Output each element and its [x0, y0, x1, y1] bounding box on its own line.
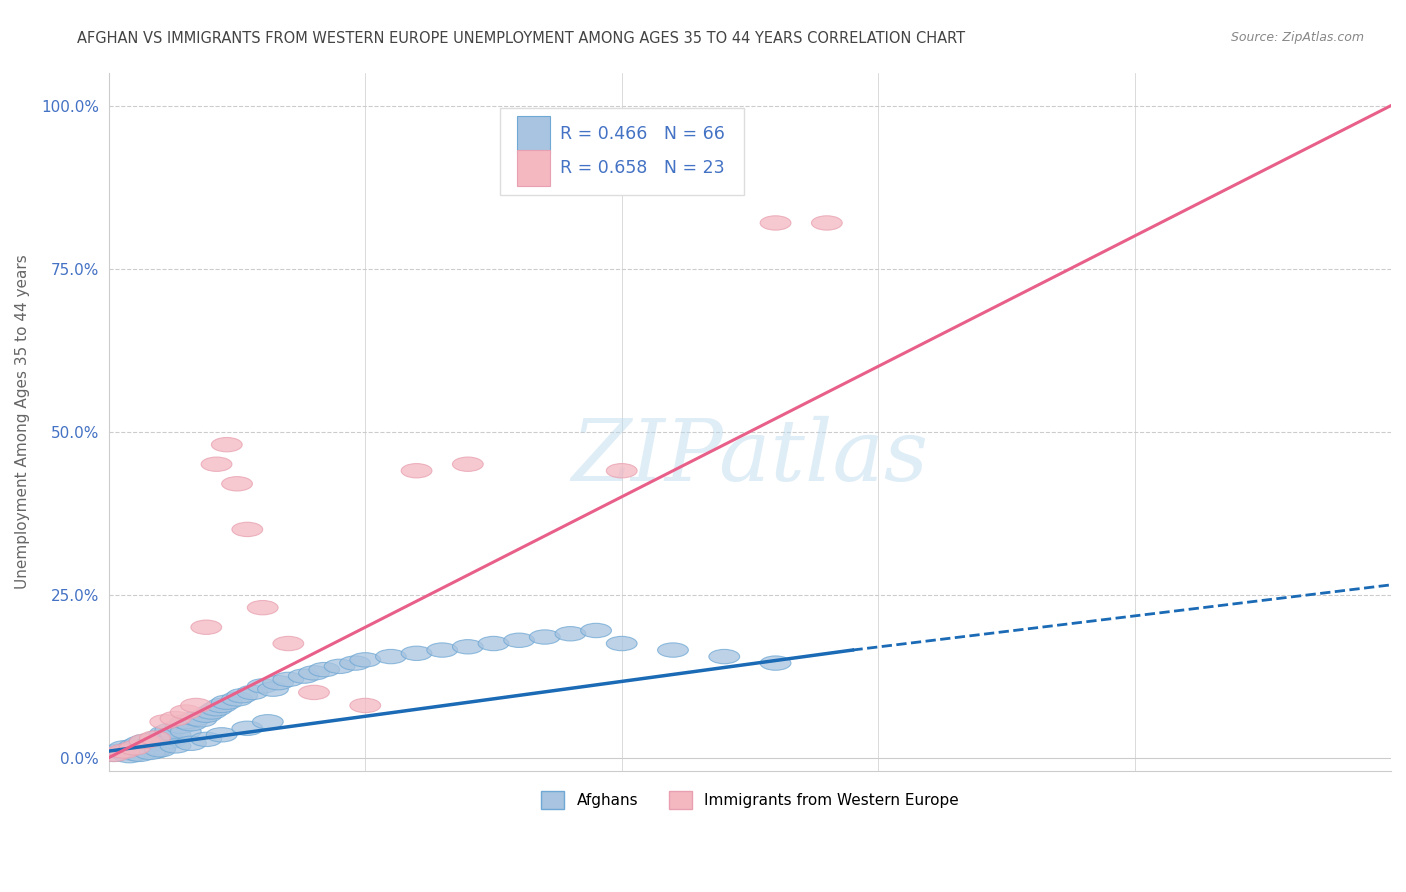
- Ellipse shape: [124, 747, 155, 762]
- Ellipse shape: [201, 457, 232, 471]
- FancyBboxPatch shape: [501, 108, 744, 195]
- Ellipse shape: [401, 464, 432, 478]
- Ellipse shape: [811, 216, 842, 230]
- Ellipse shape: [155, 723, 186, 738]
- Ellipse shape: [160, 739, 191, 753]
- Ellipse shape: [180, 711, 211, 726]
- Ellipse shape: [273, 673, 304, 687]
- Ellipse shape: [427, 643, 457, 657]
- Ellipse shape: [104, 744, 135, 758]
- Ellipse shape: [129, 740, 160, 755]
- Ellipse shape: [114, 748, 145, 763]
- Ellipse shape: [135, 738, 166, 752]
- Ellipse shape: [195, 705, 226, 719]
- Ellipse shape: [176, 716, 207, 731]
- Ellipse shape: [340, 656, 370, 670]
- Ellipse shape: [350, 653, 381, 667]
- Ellipse shape: [606, 464, 637, 478]
- Ellipse shape: [139, 732, 170, 747]
- Ellipse shape: [120, 739, 150, 753]
- Ellipse shape: [180, 698, 211, 713]
- Ellipse shape: [211, 695, 242, 709]
- Ellipse shape: [606, 636, 637, 650]
- Ellipse shape: [238, 685, 267, 699]
- Ellipse shape: [761, 656, 792, 670]
- Ellipse shape: [478, 636, 509, 650]
- Ellipse shape: [453, 640, 484, 654]
- Ellipse shape: [298, 665, 329, 680]
- Ellipse shape: [129, 734, 160, 748]
- Ellipse shape: [145, 730, 176, 744]
- Ellipse shape: [309, 663, 340, 677]
- Ellipse shape: [263, 675, 294, 690]
- FancyBboxPatch shape: [516, 150, 550, 186]
- Text: ZIPatlas: ZIPatlas: [571, 416, 928, 498]
- Ellipse shape: [257, 682, 288, 697]
- Ellipse shape: [155, 734, 186, 748]
- Ellipse shape: [375, 649, 406, 664]
- Ellipse shape: [98, 747, 129, 762]
- Ellipse shape: [191, 708, 222, 723]
- Ellipse shape: [222, 692, 253, 706]
- FancyBboxPatch shape: [516, 116, 550, 153]
- Ellipse shape: [120, 740, 150, 755]
- Ellipse shape: [401, 646, 432, 660]
- Ellipse shape: [160, 728, 191, 742]
- Ellipse shape: [145, 743, 176, 757]
- Ellipse shape: [176, 736, 207, 750]
- Ellipse shape: [108, 740, 139, 755]
- Ellipse shape: [273, 636, 304, 650]
- Text: R = 0.658   N = 23: R = 0.658 N = 23: [560, 159, 724, 177]
- Ellipse shape: [191, 620, 222, 634]
- Ellipse shape: [186, 713, 217, 727]
- Ellipse shape: [298, 685, 329, 699]
- Ellipse shape: [232, 522, 263, 537]
- Ellipse shape: [150, 726, 180, 740]
- Ellipse shape: [555, 626, 586, 641]
- Ellipse shape: [170, 714, 201, 729]
- Ellipse shape: [761, 216, 792, 230]
- Ellipse shape: [129, 734, 160, 748]
- Ellipse shape: [709, 649, 740, 664]
- Ellipse shape: [226, 689, 257, 703]
- Ellipse shape: [124, 736, 155, 750]
- Ellipse shape: [232, 721, 263, 736]
- Ellipse shape: [145, 740, 176, 755]
- Ellipse shape: [135, 745, 166, 760]
- Ellipse shape: [453, 457, 484, 471]
- Ellipse shape: [207, 698, 238, 713]
- Ellipse shape: [150, 714, 180, 729]
- Ellipse shape: [530, 630, 560, 644]
- Ellipse shape: [325, 659, 354, 673]
- Legend: Afghans, Immigrants from Western Europe: Afghans, Immigrants from Western Europe: [536, 784, 965, 815]
- Ellipse shape: [288, 669, 319, 683]
- Ellipse shape: [222, 476, 253, 491]
- Text: Source: ZipAtlas.com: Source: ZipAtlas.com: [1230, 31, 1364, 45]
- Ellipse shape: [170, 705, 201, 719]
- Ellipse shape: [253, 714, 283, 729]
- Y-axis label: Unemployment Among Ages 35 to 44 years: Unemployment Among Ages 35 to 44 years: [15, 254, 30, 590]
- Ellipse shape: [120, 747, 150, 761]
- Ellipse shape: [207, 728, 238, 742]
- Ellipse shape: [166, 719, 195, 733]
- Ellipse shape: [108, 745, 139, 760]
- Ellipse shape: [108, 744, 139, 758]
- Ellipse shape: [201, 702, 232, 716]
- Ellipse shape: [114, 743, 145, 757]
- Ellipse shape: [503, 633, 534, 648]
- Ellipse shape: [581, 624, 612, 638]
- Ellipse shape: [350, 698, 381, 713]
- Ellipse shape: [247, 679, 278, 693]
- Ellipse shape: [191, 732, 222, 747]
- Text: R = 0.466   N = 66: R = 0.466 N = 66: [560, 126, 725, 144]
- Ellipse shape: [170, 724, 201, 739]
- Ellipse shape: [658, 643, 689, 657]
- Ellipse shape: [139, 744, 170, 758]
- Ellipse shape: [139, 731, 170, 745]
- Ellipse shape: [98, 747, 129, 762]
- Text: AFGHAN VS IMMIGRANTS FROM WESTERN EUROPE UNEMPLOYMENT AMONG AGES 35 TO 44 YEARS : AFGHAN VS IMMIGRANTS FROM WESTERN EUROPE…: [77, 31, 966, 46]
- Ellipse shape: [160, 711, 191, 726]
- Ellipse shape: [211, 437, 242, 452]
- Ellipse shape: [247, 600, 278, 615]
